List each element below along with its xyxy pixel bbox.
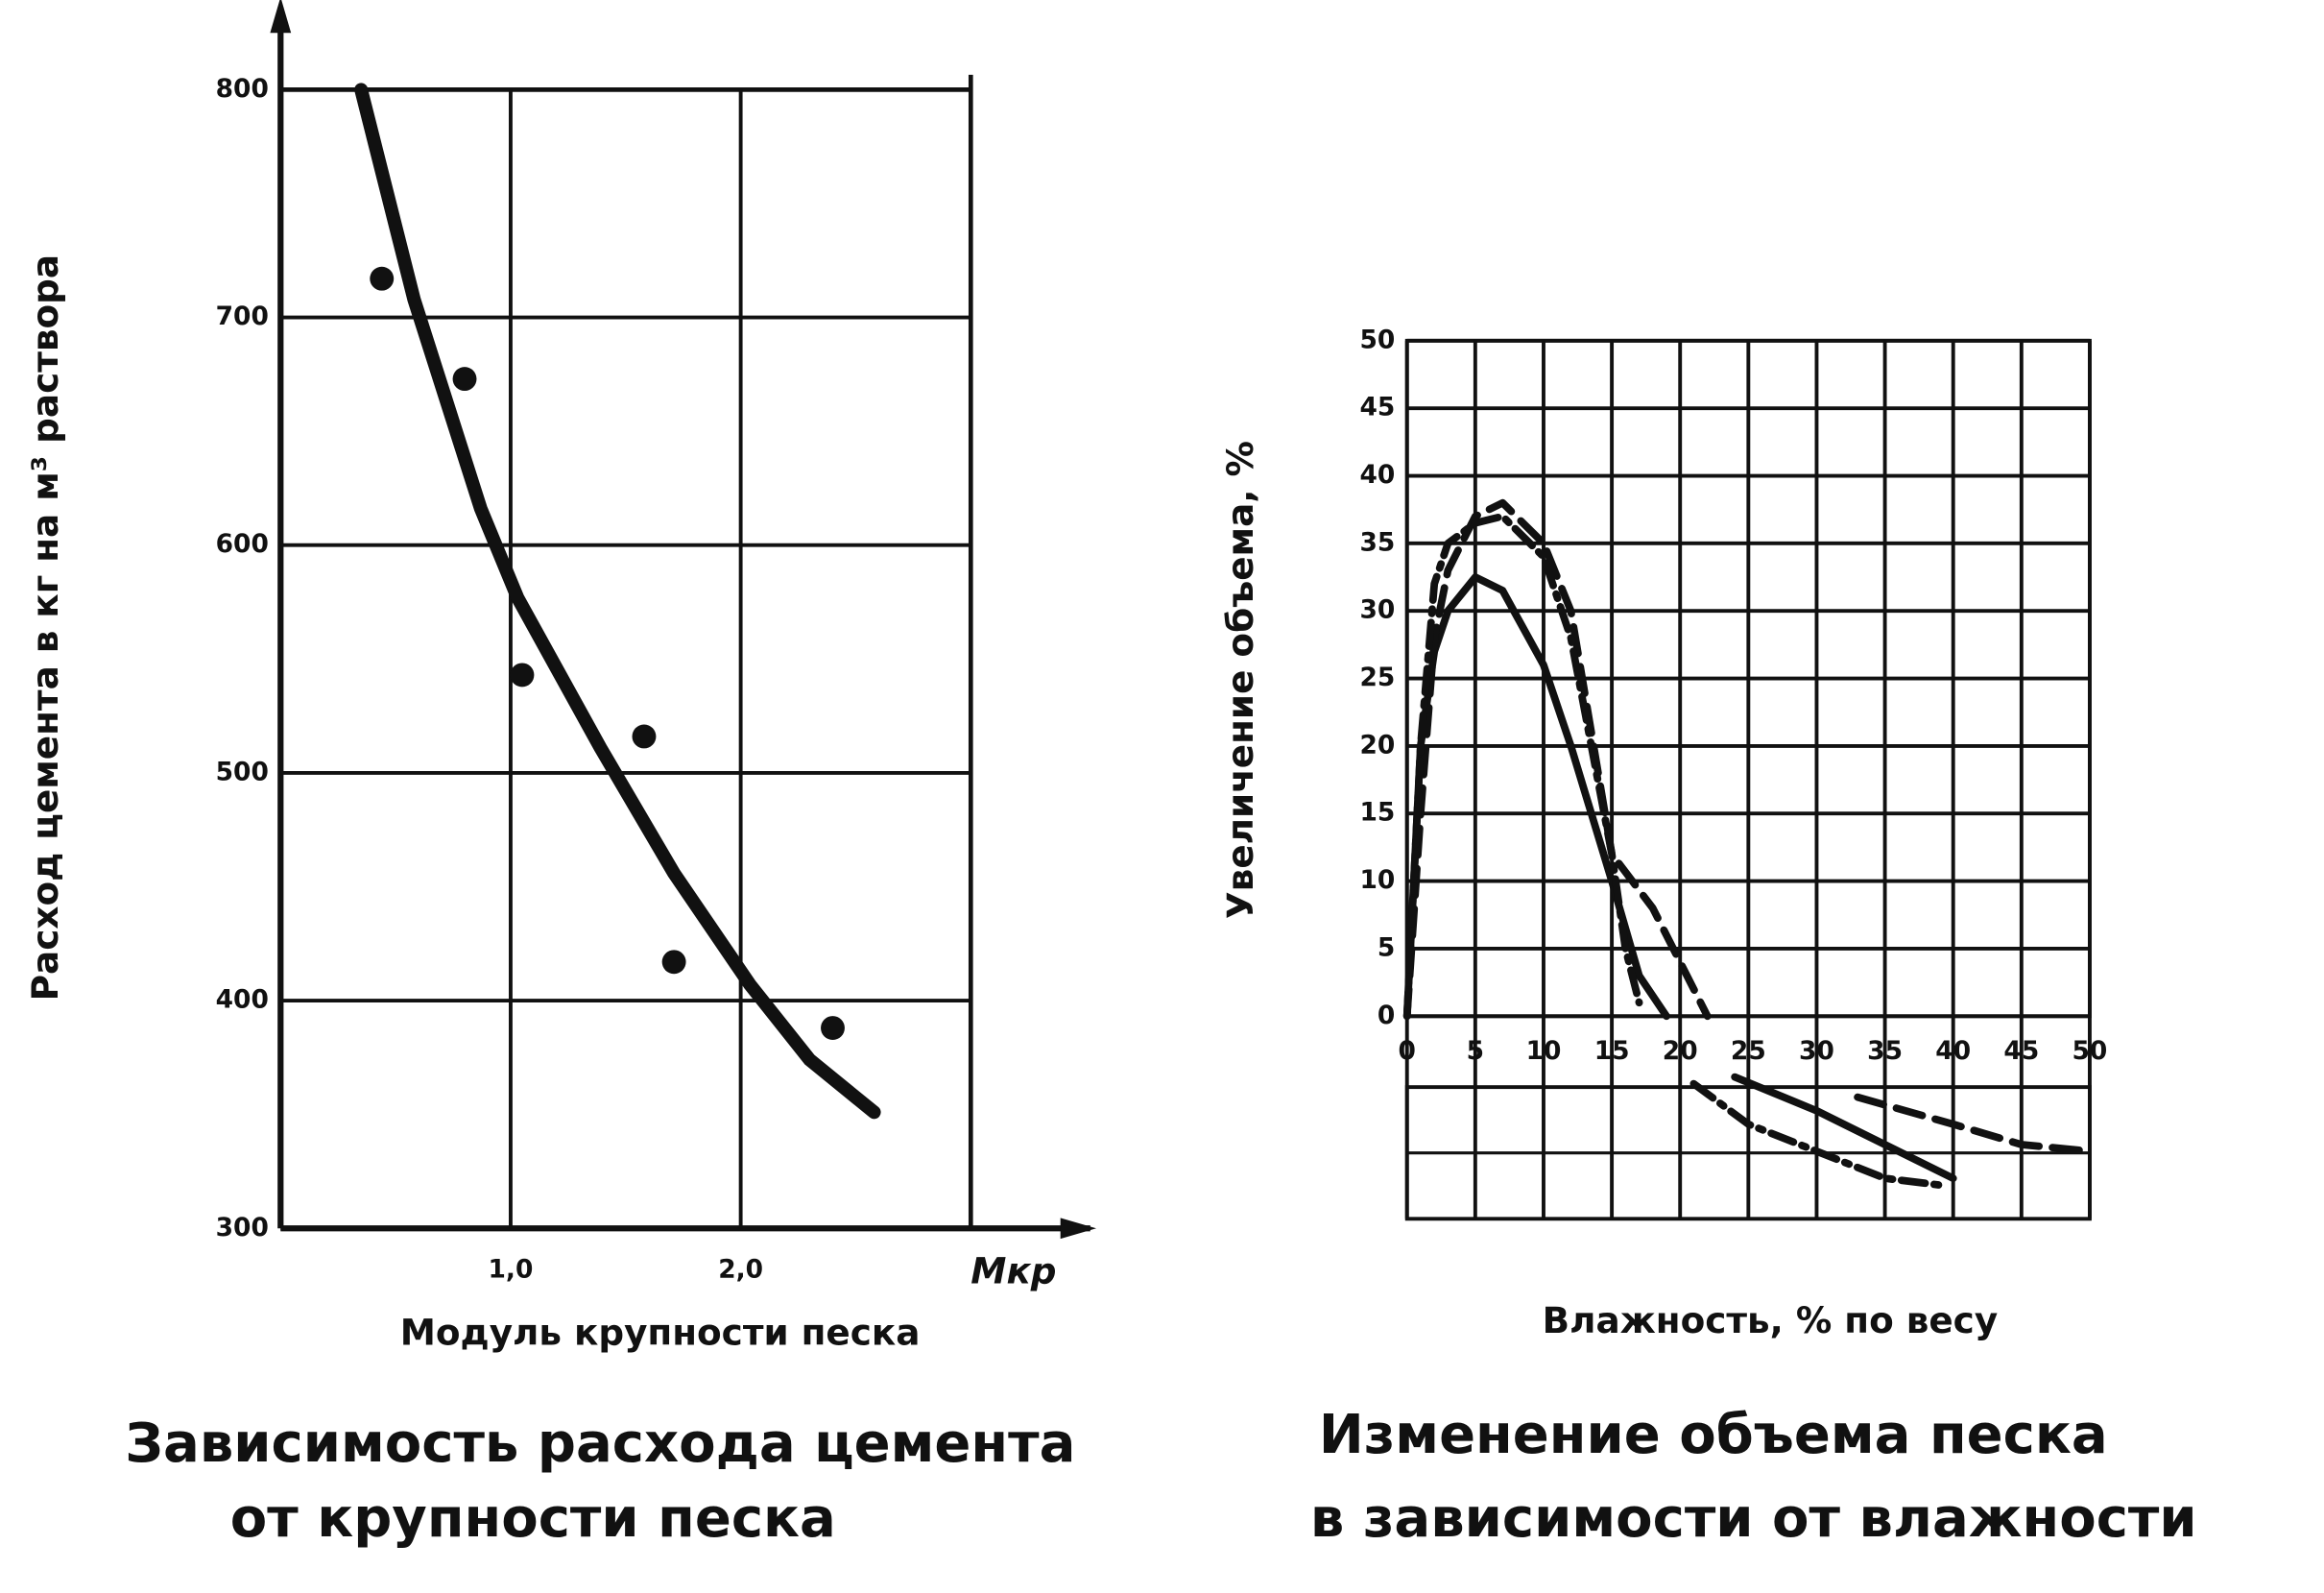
data-line [1402, 498, 2094, 1155]
chart-title: от крупности песка [230, 1487, 836, 1550]
chart-title: в зависимости от влажности [1310, 1487, 2197, 1550]
y-tick-label: 500 [216, 757, 269, 786]
x-unit: Мкр [970, 1249, 1056, 1291]
y-tick-label: 0 [1378, 1001, 1395, 1030]
y-tick-label: 300 [216, 1213, 269, 1243]
data-point [661, 950, 686, 975]
x-tick-label: 1,0 [489, 1254, 534, 1284]
chart-title: Зависимость расхода цемента [125, 1412, 1075, 1475]
y-tick-label: 400 [216, 985, 269, 1015]
y-tick-label: 45 [1359, 393, 1395, 422]
x-arrow [1060, 1218, 1097, 1240]
data-point [370, 266, 395, 291]
y-tick-label: 40 [1359, 460, 1395, 490]
y-axis-label: Расход цемента в кг на м³ раствора [24, 254, 66, 1001]
y-tick-label: 5 [1378, 932, 1395, 962]
y-tick-label: 20 [1359, 730, 1395, 760]
data-line [354, 83, 881, 1120]
y-tick-label: 800 [216, 74, 269, 104]
y-tick-label: 30 [1359, 595, 1395, 625]
data-point [510, 663, 535, 688]
y-tick-label: 10 [1359, 865, 1395, 895]
y-tick-label: 50 [1359, 325, 1395, 354]
y-axis-label: Увеличение объема, % [1219, 441, 1261, 919]
data-point [632, 724, 657, 749]
data-line [1402, 512, 1944, 1190]
y-tick-label: 35 [1359, 527, 1395, 557]
x-tick-label: 2,0 [718, 1254, 763, 1284]
chart-title: Изменение объема песка [1319, 1404, 2108, 1466]
y-tick-label: 15 [1359, 798, 1395, 828]
x-axis-label: Модуль крупности песка [400, 1311, 921, 1353]
y-tick-label: 25 [1359, 663, 1395, 692]
y-arrow [270, 0, 292, 34]
x-axis-label: Влажность, % по весу [1543, 1299, 1999, 1341]
data-point [821, 1016, 845, 1041]
data-point [452, 367, 477, 392]
y-tick-label: 700 [216, 302, 269, 331]
y-tick-label: 600 [216, 529, 269, 559]
